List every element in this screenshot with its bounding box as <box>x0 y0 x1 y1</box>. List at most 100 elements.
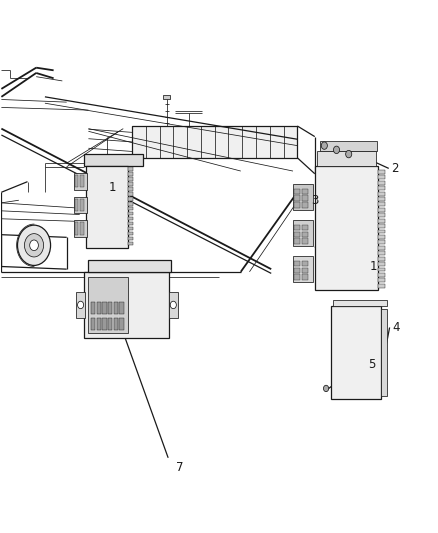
Bar <box>294 274 300 280</box>
Bar <box>119 318 124 329</box>
Text: 4: 4 <box>392 321 400 334</box>
Bar <box>331 306 381 399</box>
Bar <box>378 181 385 184</box>
Bar <box>80 222 84 235</box>
Bar <box>127 167 133 171</box>
Text: 7: 7 <box>176 462 184 474</box>
Bar <box>84 272 169 338</box>
Bar <box>76 292 85 318</box>
Bar <box>127 212 133 215</box>
Bar <box>127 182 133 185</box>
Bar <box>91 302 95 314</box>
Bar <box>75 199 78 212</box>
Bar <box>75 222 78 235</box>
Circle shape <box>170 301 177 309</box>
Bar <box>302 189 308 194</box>
Circle shape <box>25 233 44 257</box>
Bar <box>302 268 308 273</box>
Circle shape <box>78 301 84 309</box>
Bar <box>80 199 84 212</box>
Bar <box>378 246 385 250</box>
Bar <box>127 187 133 191</box>
Text: 3: 3 <box>311 193 318 207</box>
Bar <box>315 166 378 290</box>
Bar <box>378 230 385 233</box>
Bar <box>378 208 385 212</box>
Bar <box>84 154 143 166</box>
Bar <box>74 220 87 237</box>
Bar <box>381 309 387 397</box>
Bar <box>378 278 385 282</box>
Circle shape <box>18 225 50 265</box>
Bar <box>294 203 300 208</box>
Bar <box>378 219 385 223</box>
Bar <box>88 277 127 333</box>
Bar <box>378 170 385 174</box>
Bar <box>302 224 308 230</box>
Bar <box>294 196 300 201</box>
Bar <box>127 172 133 176</box>
Bar <box>378 192 385 196</box>
Bar <box>127 197 133 200</box>
Bar <box>294 224 300 230</box>
Bar <box>293 184 313 211</box>
Circle shape <box>321 142 327 149</box>
Bar <box>378 268 385 271</box>
Bar <box>88 260 171 272</box>
Text: 1: 1 <box>370 260 377 273</box>
Bar <box>302 203 308 208</box>
Bar <box>91 318 95 329</box>
Bar <box>86 166 127 248</box>
Bar <box>127 242 133 245</box>
Bar <box>378 262 385 266</box>
Bar <box>378 240 385 244</box>
Bar <box>293 256 313 282</box>
Bar <box>108 302 113 314</box>
Bar <box>97 302 101 314</box>
Bar <box>333 300 387 306</box>
Bar <box>378 213 385 217</box>
Bar <box>378 224 385 228</box>
Bar <box>294 238 300 244</box>
Bar <box>127 217 133 221</box>
Bar <box>127 227 133 230</box>
Bar <box>378 257 385 261</box>
Bar <box>294 189 300 194</box>
Bar <box>127 192 133 196</box>
Bar <box>378 235 385 239</box>
Circle shape <box>323 385 328 392</box>
Text: 5: 5 <box>368 358 375 371</box>
Bar <box>378 175 385 179</box>
Text: 1: 1 <box>109 181 116 194</box>
Bar <box>321 141 377 151</box>
Circle shape <box>333 146 339 154</box>
Bar <box>114 302 118 314</box>
Bar <box>102 302 107 314</box>
Bar <box>317 151 376 166</box>
Circle shape <box>30 240 39 251</box>
Bar <box>378 273 385 277</box>
Bar <box>127 177 133 181</box>
Bar <box>102 318 107 329</box>
Bar <box>293 220 313 246</box>
Bar <box>378 197 385 201</box>
Bar <box>302 261 308 266</box>
Bar <box>74 197 87 214</box>
Bar <box>127 207 133 211</box>
Bar <box>378 251 385 255</box>
Bar <box>132 126 297 158</box>
Bar <box>108 318 113 329</box>
Bar <box>119 302 124 314</box>
Bar <box>294 261 300 266</box>
Text: 2: 2 <box>392 162 399 175</box>
Bar <box>75 175 78 188</box>
Bar <box>74 173 87 190</box>
Bar <box>294 231 300 237</box>
Bar <box>302 196 308 201</box>
Bar <box>378 186 385 190</box>
Bar <box>302 238 308 244</box>
Bar <box>127 222 133 225</box>
Bar <box>378 203 385 206</box>
Bar <box>163 95 170 100</box>
Bar <box>114 318 118 329</box>
